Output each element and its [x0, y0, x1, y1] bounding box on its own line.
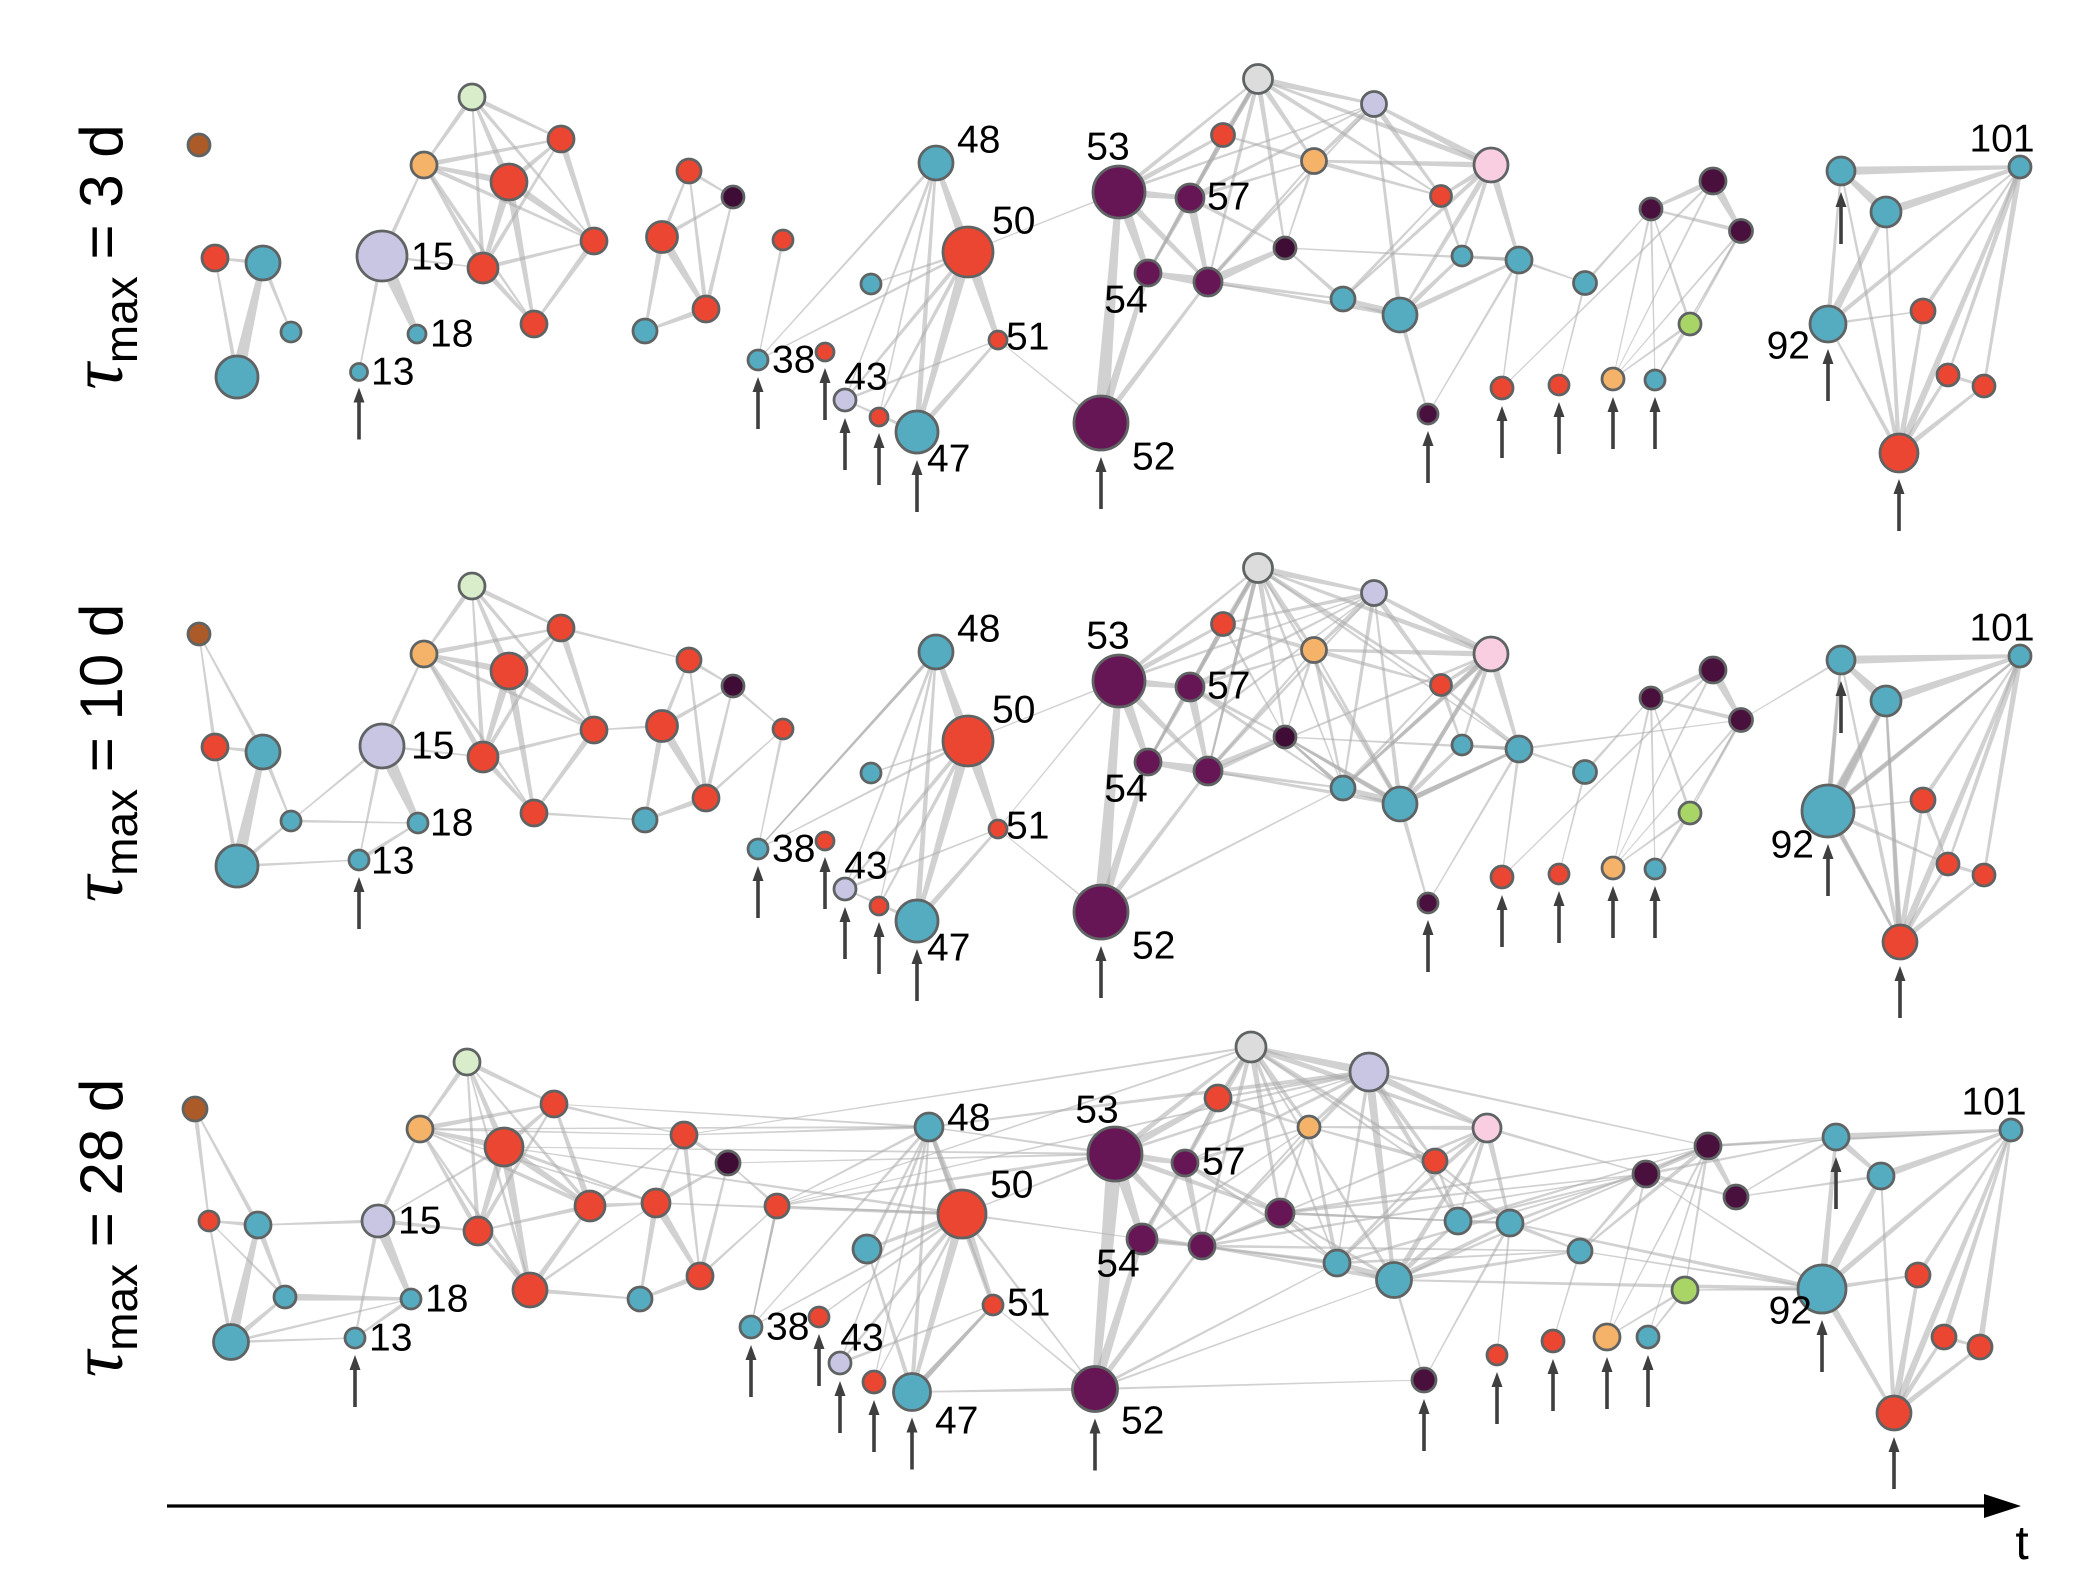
svg-text:54: 54 [1096, 1243, 1139, 1286]
svg-text:47: 47 [927, 438, 970, 481]
svg-text:101: 101 [1961, 1081, 2026, 1124]
svg-text:τmax = 10 d: τmax = 10 d [57, 604, 147, 903]
svg-text:47: 47 [927, 927, 970, 970]
svg-text:43: 43 [844, 356, 887, 399]
svg-text:18: 18 [430, 802, 473, 845]
svg-text:53: 53 [1075, 1089, 1118, 1132]
svg-text:57: 57 [1207, 176, 1250, 219]
svg-text:13: 13 [371, 840, 414, 883]
svg-text:54: 54 [1104, 768, 1147, 811]
svg-text:52: 52 [1132, 436, 1175, 479]
svg-text:τmax = 3 d: τmax = 3 d [57, 124, 147, 389]
svg-text:101: 101 [1969, 118, 2034, 161]
svg-text:13: 13 [369, 1317, 412, 1360]
svg-text:50: 50 [990, 1164, 1033, 1207]
svg-text:48: 48 [957, 119, 1000, 162]
svg-text:t: t [2015, 1517, 2028, 1566]
svg-text:51: 51 [1006, 805, 1049, 848]
svg-text:48: 48 [957, 608, 1000, 651]
svg-text:13: 13 [371, 351, 414, 394]
svg-text:92: 92 [1771, 824, 1814, 867]
svg-text:53: 53 [1086, 126, 1129, 169]
svg-text:18: 18 [430, 313, 473, 356]
svg-text:43: 43 [840, 1317, 883, 1360]
svg-text:47: 47 [935, 1400, 978, 1443]
svg-text:92: 92 [1769, 1290, 1812, 1333]
svg-text:53: 53 [1086, 615, 1129, 658]
svg-text:38: 38 [772, 339, 815, 382]
svg-text:18: 18 [425, 1278, 468, 1321]
svg-text:57: 57 [1202, 1141, 1245, 1184]
svg-text:15: 15 [398, 1200, 441, 1243]
svg-text:48: 48 [947, 1097, 990, 1140]
svg-text:38: 38 [772, 828, 815, 871]
svg-text:51: 51 [1006, 316, 1049, 359]
svg-text:52: 52 [1121, 1400, 1164, 1443]
svg-text:54: 54 [1104, 279, 1147, 322]
svg-text:57: 57 [1207, 665, 1250, 708]
svg-text:92: 92 [1767, 325, 1810, 368]
svg-text:50: 50 [992, 689, 1035, 732]
svg-text:101: 101 [1969, 607, 2034, 650]
svg-text:τmax = 28 d: τmax = 28 d [57, 1079, 147, 1378]
svg-text:52: 52 [1132, 925, 1175, 968]
svg-text:51: 51 [1007, 1282, 1050, 1325]
svg-text:15: 15 [411, 725, 454, 768]
svg-text:15: 15 [411, 236, 454, 279]
svg-text:38: 38 [766, 1306, 809, 1349]
svg-text:43: 43 [844, 845, 887, 888]
svg-text:50: 50 [992, 200, 1035, 243]
